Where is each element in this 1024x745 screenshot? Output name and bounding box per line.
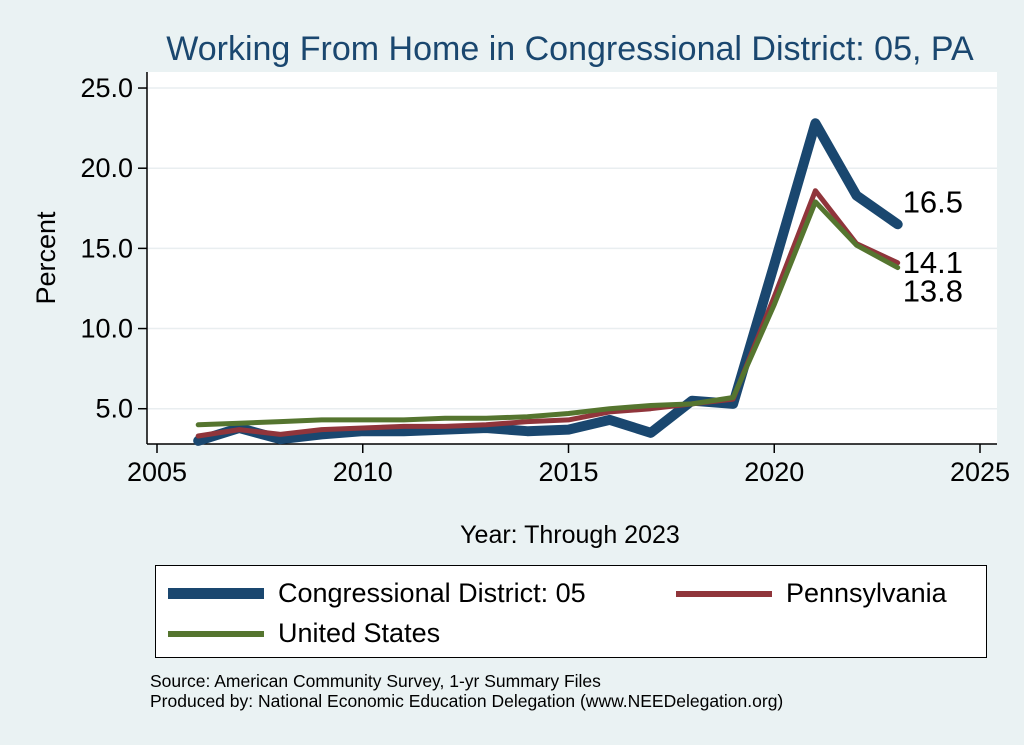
x-tick-label: 2020	[744, 457, 804, 487]
plot-area	[147, 72, 997, 444]
source-line: Source: American Community Survey, 1-yr …	[150, 671, 601, 691]
source-notes: Source: American Community Survey, 1-yr …	[150, 671, 783, 711]
series-line-pennsylvania	[195, 188, 901, 439]
x-tick-label: 2010	[333, 457, 393, 487]
end-value-label: 13.8	[903, 274, 963, 309]
line-chart: Working From Home in Congressional Distr…	[31, 30, 1010, 549]
x-tick-label: 2025	[950, 457, 1010, 487]
legend: Congressional District: 05 Pennsylvania …	[155, 565, 987, 658]
legend-item-united-states: United States	[168, 618, 440, 649]
legend-item-district: Congressional District: 05	[168, 578, 586, 609]
x-tick-label: 2015	[538, 457, 598, 487]
y-tick-label: 25.0	[80, 73, 133, 103]
produced-by-line: Produced by: National Economic Education…	[150, 691, 784, 711]
x-tick-label: 2005	[127, 457, 187, 487]
y-tick-label: 10.0	[80, 314, 133, 344]
y-tick-label: 5.0	[95, 394, 133, 424]
x-axis-label: Year: Through 2023	[460, 521, 680, 549]
y-axis-label: Percent	[31, 211, 61, 305]
legend-label-pennsylvania: Pennsylvania	[786, 578, 947, 608]
series-line-united-states	[195, 199, 901, 428]
legend-item-pennsylvania: Pennsylvania	[676, 578, 947, 609]
y-tick-label: 15.0	[80, 233, 133, 263]
series-line-congressional-district	[193, 118, 903, 446]
series-lines	[193, 118, 903, 446]
chart-title: Working From Home in Congressional Distr…	[166, 30, 974, 68]
y-axis-ticks: 5.0 10.0 15.0 20.0 25.0	[80, 73, 147, 424]
end-value-label: 16.5	[903, 184, 963, 219]
legend-swatch-united-states	[168, 630, 264, 637]
legend-label-district: Congressional District: 05	[278, 578, 586, 608]
end-labels: 16.5 14.113.8	[903, 184, 963, 308]
legend-swatch-district	[168, 588, 264, 599]
legend-label-united-states: United States	[278, 618, 441, 648]
x-axis-ticks: 2005 2010 2015 2020 2025	[127, 444, 1010, 487]
end-value-label: 14.1	[903, 245, 963, 280]
y-tick-label: 20.0	[80, 153, 133, 183]
legend-swatch-pennsylvania	[676, 590, 772, 597]
grid-lines	[147, 87, 997, 410]
